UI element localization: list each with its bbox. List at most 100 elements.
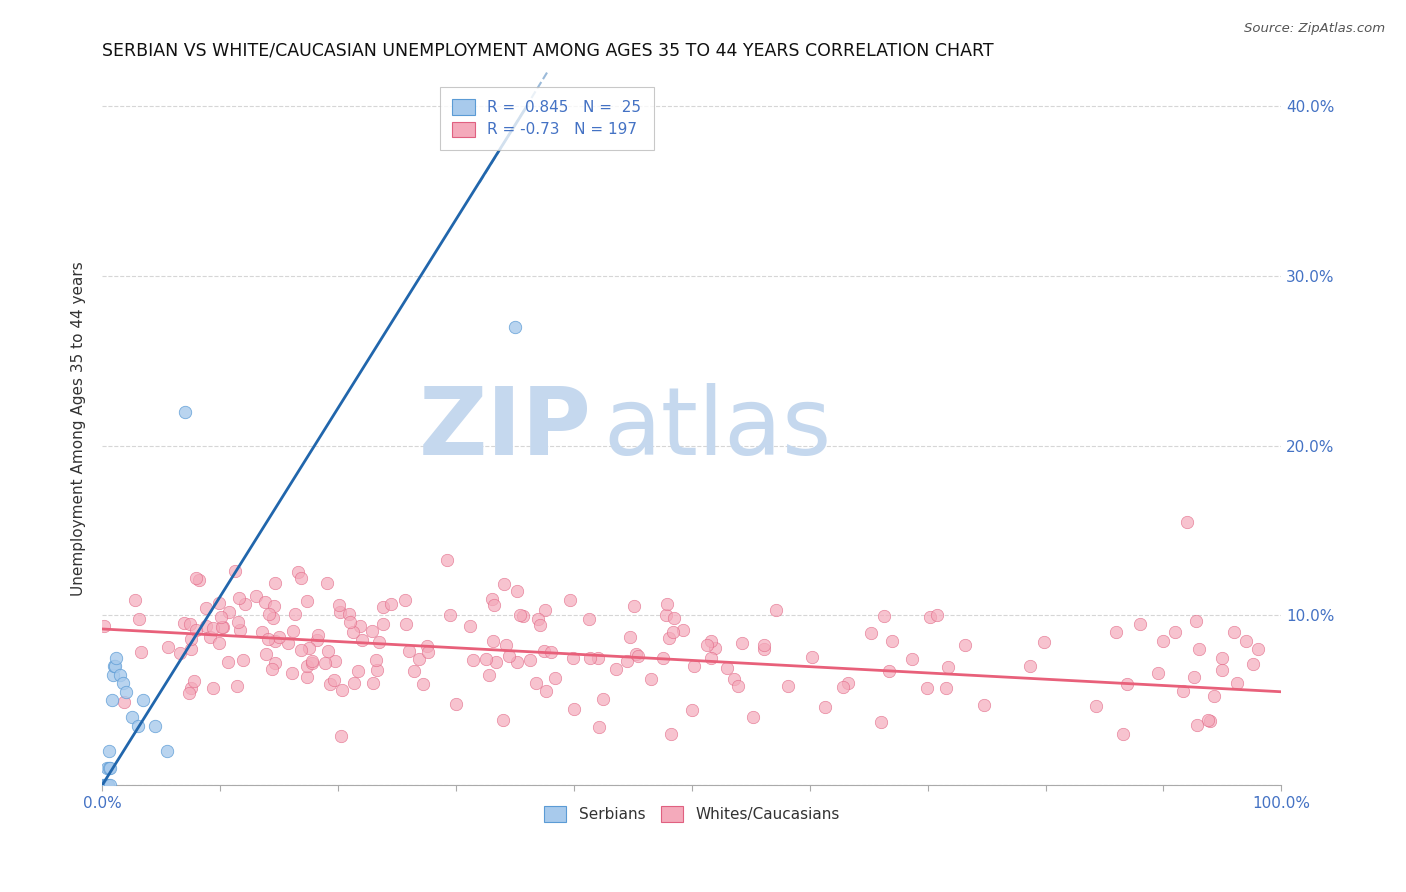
Point xyxy=(671,623,693,637)
Point xyxy=(252,624,274,639)
Point xyxy=(329,729,352,743)
Point xyxy=(121,710,143,724)
Point xyxy=(814,700,837,714)
Point xyxy=(402,665,425,679)
Point xyxy=(1129,616,1152,631)
Point xyxy=(208,636,231,650)
Point xyxy=(412,677,434,691)
Point xyxy=(1202,689,1225,703)
Point xyxy=(180,632,202,647)
Point xyxy=(264,656,287,670)
Point xyxy=(253,595,276,609)
Point xyxy=(173,405,195,419)
Point xyxy=(228,591,250,605)
Point xyxy=(1241,657,1264,671)
Point xyxy=(562,701,585,715)
Point xyxy=(183,674,205,689)
Point xyxy=(731,635,754,649)
Point xyxy=(1234,633,1257,648)
Point xyxy=(229,623,252,637)
Point xyxy=(128,612,150,626)
Point xyxy=(337,607,360,622)
Point xyxy=(927,608,949,623)
Point xyxy=(186,571,208,585)
Point xyxy=(367,635,389,649)
Point xyxy=(257,607,280,622)
Point xyxy=(339,615,361,630)
Point xyxy=(100,761,122,775)
Point xyxy=(765,603,787,617)
Point xyxy=(1085,699,1108,714)
Point xyxy=(1199,714,1222,728)
Point xyxy=(509,607,531,622)
Point xyxy=(301,654,323,668)
Point xyxy=(485,655,508,669)
Point xyxy=(662,625,685,640)
Point xyxy=(398,643,420,657)
Point xyxy=(416,639,439,653)
Point xyxy=(860,626,883,640)
Point xyxy=(1182,670,1205,684)
Point xyxy=(506,583,529,598)
Point xyxy=(616,654,638,668)
Point xyxy=(699,634,721,648)
Point xyxy=(108,668,131,682)
Point xyxy=(1184,614,1206,628)
Point xyxy=(592,691,614,706)
Point xyxy=(973,698,995,712)
Point xyxy=(156,640,179,654)
Point xyxy=(360,624,382,639)
Point xyxy=(373,599,395,614)
Point xyxy=(347,664,370,678)
Point xyxy=(263,599,285,613)
Point xyxy=(93,778,115,792)
Point xyxy=(298,640,321,655)
Point xyxy=(495,638,517,652)
Point xyxy=(319,677,342,691)
Point xyxy=(112,676,135,690)
Point xyxy=(211,620,233,634)
Point xyxy=(143,719,166,733)
Point xyxy=(169,647,191,661)
Point xyxy=(262,662,284,676)
Point xyxy=(936,659,959,673)
Point xyxy=(498,649,520,664)
Point xyxy=(524,676,547,690)
Point xyxy=(1223,625,1246,640)
Point xyxy=(93,619,115,633)
Point xyxy=(284,607,307,621)
Point xyxy=(529,618,551,632)
Point xyxy=(103,659,125,673)
Point xyxy=(201,621,224,635)
Point xyxy=(1111,726,1133,740)
Point xyxy=(519,653,541,667)
Text: Source: ZipAtlas.com: Source: ZipAtlas.com xyxy=(1244,22,1385,36)
Point xyxy=(233,597,256,611)
Point xyxy=(94,778,117,792)
Point xyxy=(776,679,799,693)
Point xyxy=(330,682,353,697)
Point xyxy=(478,667,501,681)
Point xyxy=(352,633,374,648)
Point xyxy=(212,620,235,634)
Point xyxy=(540,644,562,658)
Point xyxy=(586,650,609,665)
Point xyxy=(93,778,115,792)
Point xyxy=(264,575,287,590)
Point xyxy=(361,675,384,690)
Point xyxy=(329,605,352,619)
Point xyxy=(217,656,239,670)
Point xyxy=(132,693,155,707)
Point xyxy=(301,656,323,670)
Point xyxy=(373,617,395,632)
Point xyxy=(1226,675,1249,690)
Point xyxy=(605,662,627,676)
Point xyxy=(262,611,284,625)
Point xyxy=(314,656,336,670)
Point xyxy=(98,761,121,775)
Point xyxy=(1171,683,1194,698)
Point xyxy=(578,612,600,626)
Point xyxy=(506,655,529,669)
Point xyxy=(696,639,718,653)
Point xyxy=(195,601,218,615)
